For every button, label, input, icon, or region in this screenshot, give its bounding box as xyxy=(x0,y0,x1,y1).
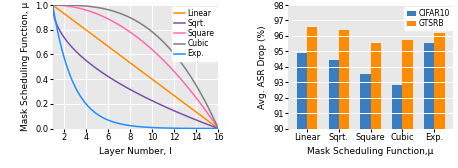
Cubic xyxy=(148,30,154,32)
Legend: Linear, Sqrt., Square, Cubic, Exp.: Linear, Sqrt., Square, Cubic, Exp. xyxy=(172,7,217,61)
Linear xyxy=(185,105,191,107)
Bar xyxy=(392,85,403,168)
Line: Exp.: Exp. xyxy=(53,5,218,129)
Linear xyxy=(216,128,221,130)
Bar xyxy=(371,43,381,168)
X-axis label: Mask Scheduling Function,μ: Mask Scheduling Function,μ xyxy=(307,147,434,156)
Linear xyxy=(148,77,154,79)
Exp. xyxy=(212,128,217,130)
Exp. xyxy=(129,125,134,127)
Square xyxy=(148,48,154,50)
Line: Sqrt.: Sqrt. xyxy=(53,5,218,129)
Bar xyxy=(339,30,349,168)
Sqrt. xyxy=(148,99,154,101)
Sqrt. xyxy=(216,128,221,130)
Line: Square: Square xyxy=(53,5,218,129)
Bar xyxy=(328,60,339,168)
Linear xyxy=(212,124,217,127)
Cubic xyxy=(130,18,135,20)
Cubic xyxy=(216,128,221,130)
Square xyxy=(216,128,221,130)
Square xyxy=(130,33,135,35)
Cubic xyxy=(50,4,55,6)
Sqrt. xyxy=(140,95,145,97)
Y-axis label: Avg. ASR Drop (%): Avg. ASR Drop (%) xyxy=(258,25,267,109)
Sqrt. xyxy=(129,89,134,91)
Bar xyxy=(434,33,445,168)
Bar xyxy=(360,74,371,168)
Bar xyxy=(403,40,413,168)
Cubic xyxy=(212,119,217,121)
Bar xyxy=(297,53,307,168)
Square xyxy=(185,87,191,89)
Linear xyxy=(130,64,135,66)
Sqrt. xyxy=(212,126,217,128)
Bar xyxy=(307,27,317,168)
Square xyxy=(212,122,217,124)
Exp. xyxy=(50,4,55,6)
Line: Linear: Linear xyxy=(53,5,218,129)
Linear xyxy=(129,63,134,65)
Linear xyxy=(50,4,55,6)
Exp. xyxy=(130,125,135,127)
Exp. xyxy=(185,127,191,129)
Sqrt. xyxy=(50,4,55,6)
Sqrt. xyxy=(185,116,191,118)
Exp. xyxy=(140,126,145,128)
Legend: CIFAR10, GTSRB: CIFAR10, GTSRB xyxy=(404,7,452,30)
Exp. xyxy=(216,128,221,130)
Square xyxy=(129,32,134,34)
Line: Cubic: Cubic xyxy=(53,5,218,129)
Cubic xyxy=(185,72,191,74)
Bar xyxy=(424,43,434,168)
Y-axis label: Mask Scheduling Function, μ: Mask Scheduling Function, μ xyxy=(21,2,30,131)
Exp. xyxy=(148,127,154,129)
Sqrt. xyxy=(130,90,135,92)
X-axis label: Layer Number, l: Layer Number, l xyxy=(99,147,172,156)
Cubic xyxy=(140,24,145,26)
Linear xyxy=(140,71,145,73)
Square xyxy=(50,4,55,6)
Cubic xyxy=(129,17,134,19)
Square xyxy=(140,40,145,42)
